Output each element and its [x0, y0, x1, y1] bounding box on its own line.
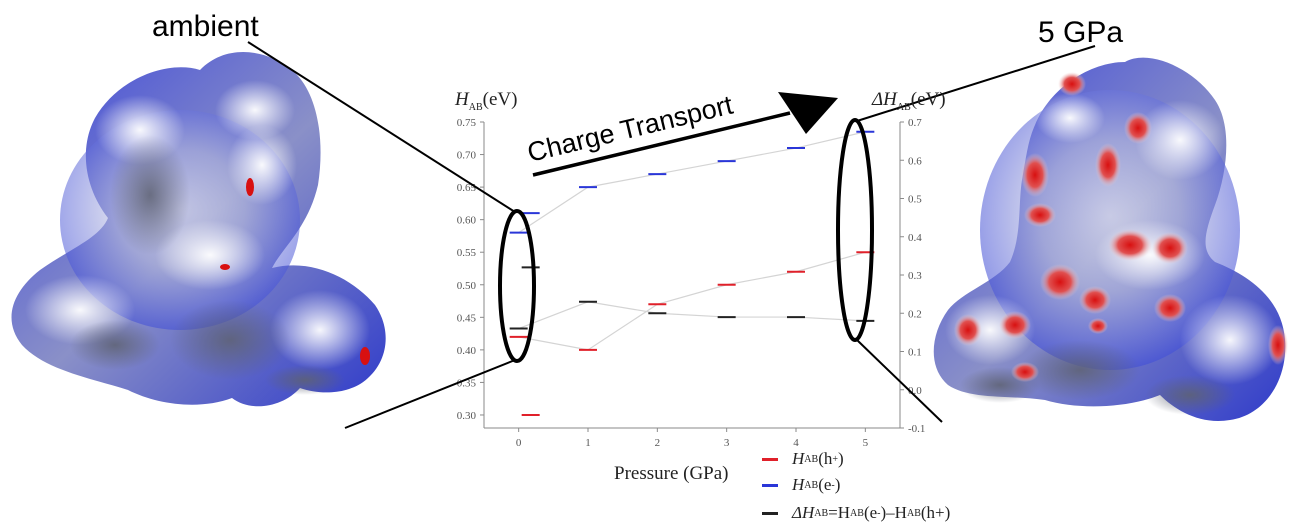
pressure-top-connector [856, 45, 1096, 122]
x-tick-label: 0 [516, 437, 522, 449]
right-y-tick-label: 0.2 [908, 308, 922, 320]
zoom-annotations [247, 41, 1096, 429]
right-y-axis-title: ΔHAB(eV) [872, 89, 946, 113]
pressure-caption: 5 GPa [1038, 16, 1124, 49]
left-y-tick-label: 0.40 [457, 345, 477, 357]
series-trend-line [518, 251, 866, 351]
ambient-bottom-connector [344, 359, 516, 429]
ambient-zoom-ellipse [498, 209, 536, 363]
left-y-axis-title: HAB(eV) [455, 89, 518, 113]
x-tick-label: 3 [724, 437, 730, 449]
series-trend-line [518, 131, 866, 234]
legend-item-delta: ΔH AB =H AB (e -)–H AB (h+) [762, 501, 950, 525]
legend-item-electron: H AB (e -) [762, 473, 840, 497]
right-y-tick-label: 0.1 [908, 347, 922, 359]
pressure-bottom-connector [856, 339, 943, 423]
left-y-tick-label: 0.65 [457, 182, 477, 194]
left-y-tick-label: 0.60 [457, 215, 477, 227]
charge-transport-label: Charge Transport [524, 89, 736, 167]
left-y-tick-label: 0.45 [457, 312, 477, 324]
legend-item-hole: H AB (h +) [762, 447, 844, 471]
pressure-surface [933, 57, 1288, 421]
left-y-tick-label: 0.50 [457, 280, 477, 292]
right-y-tick-label: 0.6 [908, 155, 922, 167]
right-y-tick-label: 0.4 [908, 232, 922, 244]
legend-swatch-electron [762, 483, 778, 487]
left-y-tick-label: 0.70 [457, 150, 477, 162]
ambient-surface [11, 51, 386, 407]
x-tick-label: 1 [585, 437, 591, 449]
left-y-tick-label: 0.30 [457, 410, 477, 422]
right-y-tick-label: 0.5 [908, 194, 922, 206]
series-trend-line [518, 301, 866, 330]
left-y-tick-label: 0.55 [457, 247, 477, 259]
ambient-top-connector [247, 41, 516, 213]
charge-transport-arrow [532, 92, 838, 177]
legend-swatch-delta [762, 511, 778, 515]
x-tick-label: 4 [793, 437, 799, 449]
x-axis-title: Pressure (GPa) [614, 463, 729, 484]
right-y-tick-label: 0.7 [908, 117, 922, 129]
right-y-tick-label: -0.1 [908, 423, 925, 435]
ambient-caption: ambient [152, 10, 259, 43]
left-y-tick-label: 0.75 [457, 117, 477, 129]
x-tick-label: 2 [655, 437, 661, 449]
pressure-chart: 0.300.350.400.450.500.550.600.650.700.75… [457, 117, 926, 449]
x-tick-label: 5 [863, 437, 869, 449]
right-y-tick-label: 0.3 [908, 270, 922, 282]
legend-swatch-hole [762, 457, 778, 461]
pressure-zoom-ellipse [836, 118, 874, 342]
